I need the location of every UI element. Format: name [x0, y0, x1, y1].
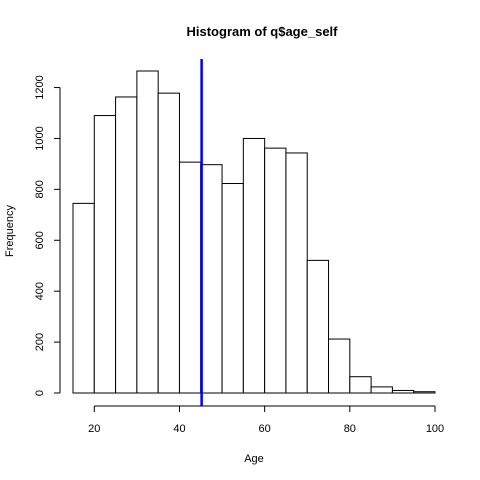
y-tick-label: 400: [34, 282, 46, 300]
histogram-bar: [93, 115, 117, 394]
histogram-bar: [264, 147, 287, 394]
histogram-bar: [413, 391, 436, 394]
y-tick-label: 200: [34, 333, 46, 351]
y-tick-label: 600: [34, 231, 46, 249]
x-tick-label: 40: [173, 423, 185, 435]
histogram-bar: [115, 96, 138, 394]
histogram-bar: [370, 386, 393, 394]
x-axis: 20 40 60 80 100: [88, 405, 444, 435]
x-tick-label: 80: [344, 423, 356, 435]
histogram-bar: [349, 376, 372, 394]
y-tick-label: 0: [34, 390, 46, 396]
histogram-bar: [221, 183, 244, 394]
histogram-bar: [178, 161, 202, 394]
y-tick-label: 1200: [34, 75, 46, 99]
y-tick-label: 1000: [34, 126, 46, 150]
histogram-bar: [285, 152, 308, 394]
chart-title: Histogram of q$age_self: [187, 24, 339, 39]
y-axis-label: Frequency: [4, 205, 16, 257]
x-axis-label: Age: [244, 453, 264, 465]
x-tick-label: 100: [426, 423, 444, 435]
histogram-bars: [72, 70, 436, 394]
histogram-bar: [72, 202, 95, 394]
histogram-bar: [391, 389, 415, 394]
histogram-bar: [306, 259, 330, 394]
x-tick-label: 20: [88, 423, 100, 435]
x-tick-label: 60: [259, 423, 271, 435]
histogram-bar: [136, 70, 159, 394]
histogram-bar: [242, 137, 266, 394]
histogram-bar: [200, 164, 223, 394]
histogram-bar: [157, 92, 180, 394]
y-tick-label: 800: [34, 180, 46, 198]
y-axis: 0 200 400 600 800 1000 1200: [34, 75, 61, 396]
histogram-bar: [328, 338, 351, 394]
